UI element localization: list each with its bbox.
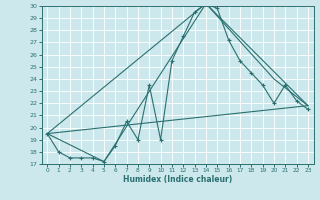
X-axis label: Humidex (Indice chaleur): Humidex (Indice chaleur)	[123, 175, 232, 184]
